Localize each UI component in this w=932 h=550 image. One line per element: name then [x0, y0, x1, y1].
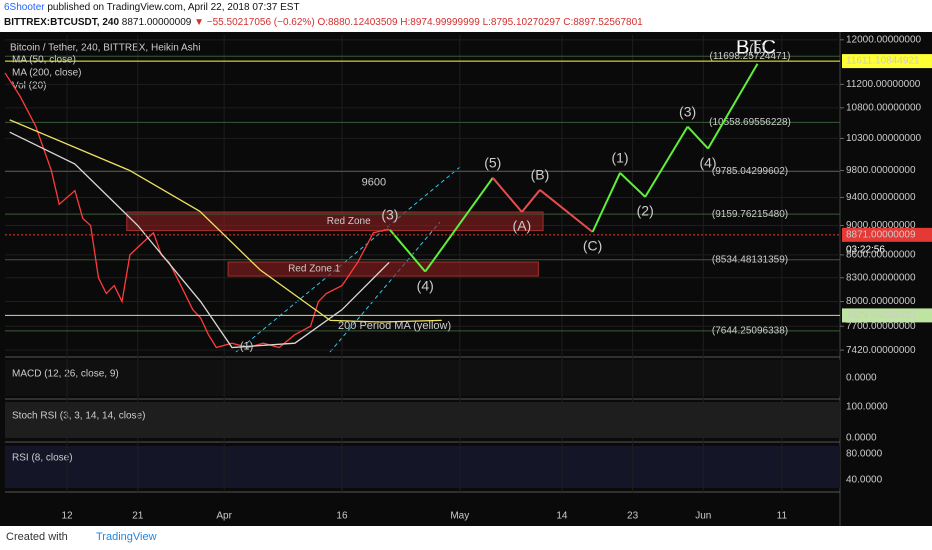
brand[interactable]: TradingView: [96, 531, 157, 543]
x-tick-label: 16: [336, 511, 348, 522]
legend-entry: MA (200, close): [12, 68, 81, 79]
x-tick-label: Apr: [216, 511, 232, 522]
x-tick-label: 14: [556, 511, 568, 522]
x-tick-label: Jun: [695, 511, 711, 522]
symbol-line: BITTREX:BTCUSDT, 240 8871.00000009 ▼ −55…: [4, 17, 643, 28]
level-label: (8534.48131359): [712, 254, 788, 265]
y-tick-label: 9800.00000000: [846, 165, 916, 176]
y-tick-label: 7700.00000000: [846, 321, 916, 332]
channel-line: [329, 221, 441, 353]
publish-line: 6Shooter published on TradingView.com, A…: [4, 2, 300, 13]
level-label: (11698.25724471): [710, 51, 791, 62]
chart-title: Bitcoin / Tether, 240, BITTREX, Heikin A…: [10, 43, 200, 54]
wave-label: (1): [611, 150, 628, 166]
series-line: [4, 72, 390, 349]
legend-entry: MA (50, close): [12, 55, 76, 66]
countdown: 03:22:56: [846, 245, 885, 256]
wave-label: (3): [679, 103, 696, 119]
corner-label: BTC: [736, 36, 776, 58]
symbol: BITTREX:BTCUSDT, 240: [4, 17, 120, 28]
wave-segment: [619, 172, 646, 198]
level-label: (7644.25096338): [712, 326, 788, 337]
wave-segment: [707, 63, 759, 150]
zone-label: Red Zone: [327, 216, 371, 227]
price-tag-label: 11611.10844921: [846, 56, 920, 67]
price-tag: [842, 308, 932, 323]
x-tick-label: 11: [777, 511, 788, 522]
pane-tick: 100.0000: [846, 402, 888, 413]
pane-title: RSI (8, close): [12, 453, 73, 464]
wave-segment: [389, 229, 427, 273]
wave-segment: [424, 177, 494, 273]
wave-segment: [644, 126, 689, 198]
wave-label: (4): [417, 277, 434, 293]
pane-title: Stoch RSI (3, 3, 14, 14, close): [12, 411, 145, 422]
author[interactable]: 6Shooter: [4, 2, 45, 13]
wave-label: (C): [583, 238, 602, 254]
x-tick-label: 21: [132, 511, 144, 522]
zone: [126, 211, 544, 232]
y-tick-label: 7420.00000000: [846, 345, 916, 356]
volume-label: Vol (20): [12, 81, 46, 92]
y-tick-label: 10800.00000000: [846, 102, 922, 113]
wave-label: (B): [531, 167, 550, 183]
published: published on TradingView.com, April 22, …: [47, 2, 300, 13]
chart: Bitcoin / Tether, 240, BITTREX, Heikin A…: [0, 32, 932, 526]
wave-segment: [521, 189, 541, 213]
series-line: [9, 119, 442, 323]
y-tick-label: 9400.00000000: [846, 192, 916, 203]
pane-tick: 0.0000: [846, 433, 877, 444]
wave-label: (2): [637, 203, 654, 219]
x-tick-label: May: [450, 511, 469, 522]
wave-label: (A): [513, 218, 532, 234]
price-tag-label: 7829.96238933: [846, 310, 916, 321]
wave-label: (4): [699, 154, 716, 170]
macd-pane: [5, 360, 840, 396]
last: 8871.00000009: [121, 17, 192, 28]
wave-segment: [591, 172, 621, 233]
y-tick-label: 9000.00000000: [846, 220, 916, 231]
change: ▼ −55.50217056 (−0.62%): [194, 17, 315, 28]
y-tick-label: 12000.00000000: [846, 34, 922, 45]
y-tick-label: 8600.00000000: [846, 250, 916, 261]
wave-segment: [492, 177, 523, 213]
ohlc: O:8880.12403509 H:8974.99999999 L:8795.1…: [317, 17, 643, 28]
pane-tick: 80.0000: [846, 449, 883, 460]
wave-label: (5): [749, 40, 766, 56]
level-label: (9785.04299602): [712, 166, 788, 177]
x-tick-label: 23: [627, 511, 639, 522]
rsi-pane: [5, 446, 840, 488]
price-tag: [842, 227, 932, 242]
level-label: (10558.69556228): [709, 117, 791, 128]
y-tick-label: 10300.00000000: [846, 133, 922, 144]
zone-label: Red Zone 1: [288, 264, 341, 275]
wave-label: (5): [484, 155, 501, 171]
stoch-pane: [5, 402, 840, 438]
price-tag: [842, 54, 932, 69]
y-tick-label: 8000.00000000: [846, 296, 916, 307]
background: [0, 32, 932, 526]
level-label: (9159.76215480): [712, 209, 788, 220]
wave-segment: [686, 125, 709, 150]
pane-tick: 40.0000: [846, 475, 883, 486]
x-tick-label: 12: [61, 511, 73, 522]
pane-title: MACD (12, 26, close, 9): [12, 369, 119, 380]
wave-segment: [539, 189, 594, 233]
header: 6Shooter published on TradingView.com, A…: [0, 0, 932, 32]
price-tag-label: 8871.00000009: [846, 229, 916, 240]
y-tick-label: 8300.00000000: [846, 272, 916, 283]
pane-tick: 0.0000: [846, 373, 877, 384]
created: Created with: [6, 531, 68, 543]
y-tick-label: 11200.00000000: [846, 79, 921, 90]
note: 9600: [362, 176, 386, 188]
footer: Created with TradingView: [0, 526, 932, 550]
note: 200 Period MA (yellow): [338, 320, 451, 332]
wave-label: (3): [381, 207, 398, 223]
note: (1): [240, 341, 253, 353]
main-pane: Red Zone Red Zone 1 (11698.25724471) (10558…: [4, 35, 840, 492]
